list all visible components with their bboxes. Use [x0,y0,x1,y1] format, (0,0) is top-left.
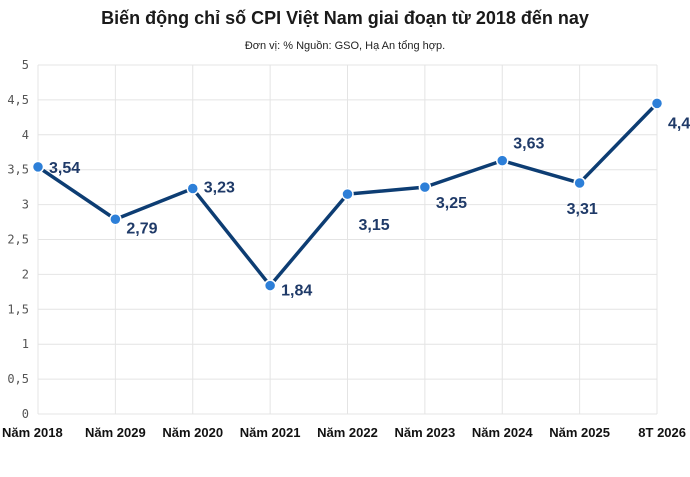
data-point [186,182,199,195]
x-tick-label: Năm 2023 [395,425,456,440]
x-tick-label: Năm 2029 [85,425,146,440]
data-point [31,160,45,174]
data-label: 3,25 [436,195,467,212]
data-label: 3,31 [567,201,598,218]
y-tick-label: 2 [22,267,29,281]
x-tick-label: 8T 2026 [638,425,686,440]
data-point [341,187,354,201]
x-tick-label: Năm 2024 [472,425,533,440]
data-point [418,180,432,194]
x-tick-label: Năm 2018 [2,425,63,440]
chart-subtitle: Đơn vị: % Nguồn: GSO, Hạ An tổng hợp. [244,40,446,52]
y-tick-label: 3,5 [7,163,29,177]
data-point [109,213,122,226]
y-tick-label: 1,5 [7,302,29,316]
y-tick-label: 2,5 [7,233,29,247]
y-tick-label: 4 [22,128,29,142]
y-tick-label: 5 [22,58,29,72]
y-tick-label: 0,5 [7,372,29,386]
x-tick-label: Năm 2021 [240,425,301,440]
y-tick-label: 3 [22,198,29,212]
y-tick-label: 4,5 [7,93,29,107]
data-label: 3,15 [359,217,390,234]
y-tick-label: 1 [22,337,29,351]
data-point [496,154,509,167]
data-label: 3,63 [513,136,544,153]
data-label: 4,45 [668,115,690,132]
data-point [573,176,586,190]
x-tick-label: Năm 2022 [317,425,378,440]
data-label: 2,79 [126,220,157,237]
data-point [650,97,664,110]
y-tick-label: 0 [22,407,29,421]
data-label: 3,54 [49,160,80,177]
chart-title: Biến động chỉ số CPI Việt Nam giai đoạn … [101,8,589,28]
data-label: 3,23 [204,180,235,197]
x-tick-label: Năm 2025 [549,425,610,440]
data-label: 1,84 [281,283,312,300]
x-tick-label: Năm 2020 [162,425,223,440]
data-point [263,279,277,292]
